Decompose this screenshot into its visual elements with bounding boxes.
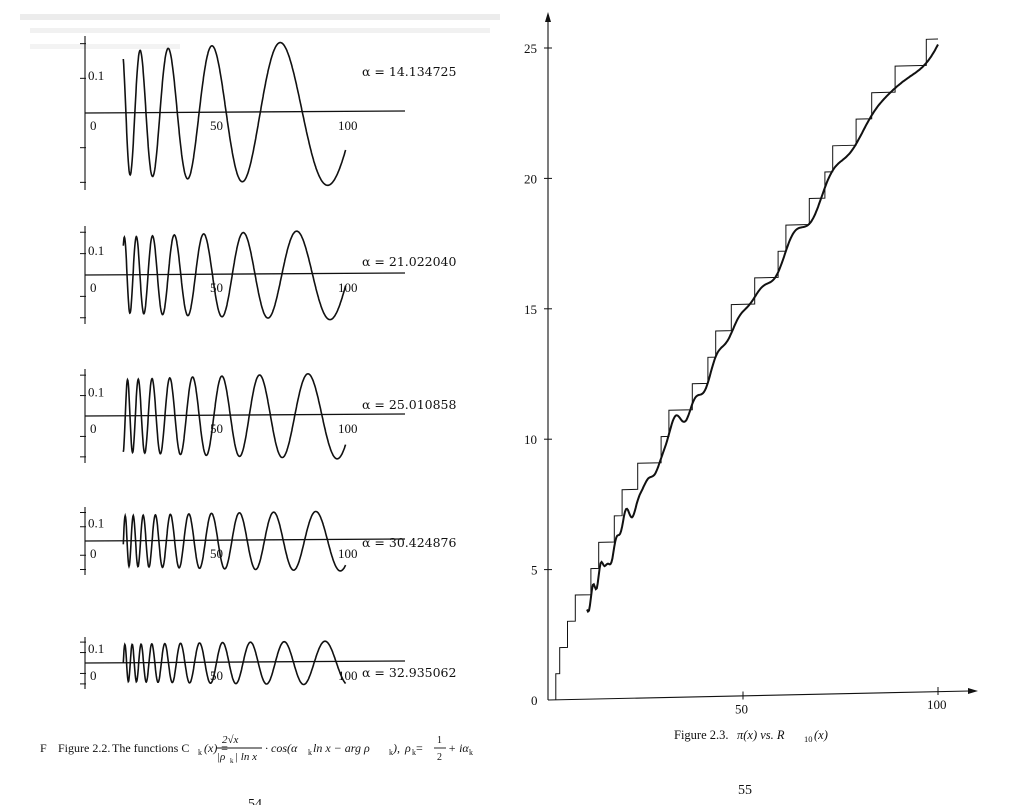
panel-x-axis [84,538,406,542]
caption-denominator-tail: | ln x [235,751,257,763]
panel-amp-label: 0.1 [88,516,104,531]
oscillation-panel: 0.1 0 50 100 α = 14.134725 [80,36,456,190]
panel-x-axis [84,110,406,114]
pi-chart-series [555,38,939,700]
panel-x-tick-label: 50 [210,280,223,295]
panel-amp-label: 0.1 [88,243,104,258]
caption-rho-def: = [416,741,423,755]
pi-x-tick-label: 100 [927,697,947,712]
caption-half-den: 2 [437,752,442,763]
caption-formula-2: · cos(α [265,741,298,755]
panel-alpha-label: α = 14.134725 [362,64,456,79]
panel-curve [122,640,347,686]
figure-2-3: 0 5 10 15 20 25 50 100 Figure 2.3. π(x) vs. R 1… [524,12,978,798]
panel-x-axis [84,413,406,417]
panel-alpha-label: α = 32.935062 [362,665,456,680]
panel-x-tick-label: 100 [338,118,358,133]
caption-denominator: |ρ [217,751,225,763]
caption-label: Figure 2.2. [58,741,110,755]
x-axis-arrow-icon [968,688,978,694]
figure-2-3-label: Figure 2.3. [674,728,729,742]
caption-formula-4: ), [392,741,400,755]
caption-rho-tail-sub: k [469,748,473,757]
caption-sub-k-2: k [308,748,312,757]
pi-x-tick-label: 50 [735,702,748,717]
caption-rho-sub: k [412,748,416,757]
caption-prefix: F [40,741,47,755]
panel-x-tick-label: 0 [90,280,97,295]
oscillation-panels: 0.1 0 50 100 α = 14.134725 0.1 0 50 100 α = 21.02… [80,36,457,689]
figure-2-2-caption: F Figure 2.2. The functions C k (x) = − … [40,734,473,765]
panel-x-tick-label: 100 [338,546,358,561]
pi-y-tick-label: 15 [524,302,537,317]
bleed-through-text [20,14,500,49]
panel-amp-label: 0.1 [88,641,104,656]
panel-x-axis [84,660,406,664]
caption-rho-tail: + iα [448,741,469,755]
panel-x-tick-label: 100 [338,421,358,436]
panel-x-tick-label: 50 [210,118,223,133]
figure-2-3-tail: (x) [814,728,828,742]
caption-sub-k: k [198,748,202,757]
panel-x-tick-label: 0 [90,118,97,133]
pi-y-tick-label: 0 [531,693,538,708]
pi-step-line [555,38,939,700]
panel-amp-label: 0.1 [88,385,104,400]
r10-smooth-line [586,44,939,614]
y-axis-arrow-icon [545,12,551,22]
pi-y-tick-label: 25 [524,41,537,56]
panel-alpha-label: α = 30.424876 [362,535,457,550]
figure-2-3-caption: Figure 2.3. π(x) vs. R 10 (x) [674,728,828,744]
pi-chart-ticks: 0 5 10 15 20 25 50 100 [524,41,947,717]
panel-curve [122,230,347,321]
panel-alpha-label: α = 21.022040 [362,254,457,269]
figure-2-3-text: π(x) vs. R [737,728,785,742]
oscillation-panel: 0.1 0 50 100 α = 21.022040 [80,226,457,324]
panel-curve [122,41,347,187]
pi-y-tick-label: 5 [531,563,538,578]
panel-alpha-label: α = 25.010858 [362,397,457,412]
pi-y-tick-label: 20 [524,171,537,186]
panel-x-tick-label: 100 [338,280,358,295]
caption-sub-k-3: k [389,748,393,757]
oscillation-panel: 0.10 50 100 α = 32.935062 [80,637,456,689]
panel-x-axis [84,272,406,276]
figure-2-3-sub: 10 [804,734,813,744]
panel-x-tick-label: 0 [90,546,97,561]
panel-curve [122,510,347,572]
panel-x-tick-label: 0 [90,668,97,683]
caption-formula-3: ln x − arg ρ [313,741,370,755]
right-page-number: 55 [738,783,752,798]
x-axis-line [547,690,971,701]
panel-x-tick-label: 0 [90,421,97,436]
left-page-number: 54 [248,797,262,805]
pi-chart-axes [545,12,978,701]
caption-rho: ρ [404,741,411,755]
panel-curve [122,372,347,460]
caption-text: The functions C [112,741,189,755]
caption-denominator-sub: k [230,757,234,765]
pi-y-tick-label: 10 [524,432,537,447]
caption-half-num: 1 [437,735,442,746]
panel-amp-label: 0.1 [88,68,104,83]
caption-numerator: 2√x [222,734,239,746]
